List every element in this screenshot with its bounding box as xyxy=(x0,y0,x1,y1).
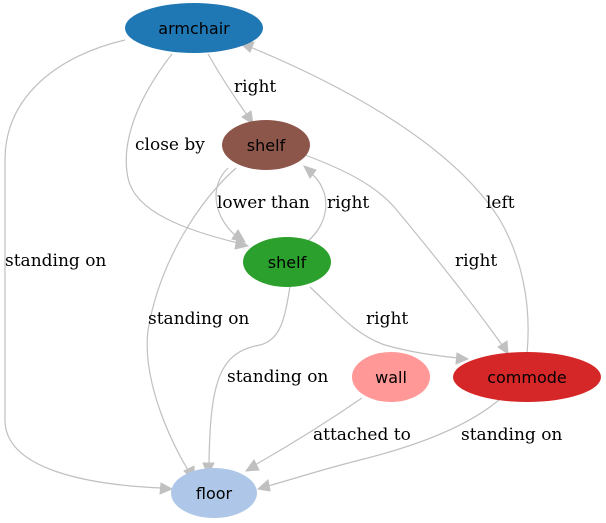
edge-shelf-brown-shelf-green: lower than xyxy=(215,167,310,243)
edge-label-lower-than: lower than xyxy=(217,193,310,213)
edge-line xyxy=(249,46,529,355)
arrowhead xyxy=(497,340,509,356)
edge-label-right: right xyxy=(327,193,369,213)
edge-label-left: left xyxy=(486,193,515,213)
node-label: shelf xyxy=(247,136,286,155)
edge-label-standing-on: standing on xyxy=(461,425,562,445)
node-shelf-brown: shelf xyxy=(222,120,310,170)
node-label: commode xyxy=(487,368,567,387)
edge-line xyxy=(215,167,237,237)
node-label: floor xyxy=(196,484,233,503)
edge-wall-floor: attached to xyxy=(244,397,411,472)
edge-line xyxy=(207,53,248,116)
edge-label-right: right xyxy=(366,309,408,329)
arrowhead xyxy=(241,110,254,126)
edge-armchair-floor: standing on xyxy=(4,39,174,495)
arrowhead xyxy=(159,482,174,495)
node-shape xyxy=(352,352,430,402)
arrowhead xyxy=(231,229,247,243)
edge-shelf-green-shelf-brown: right xyxy=(303,165,369,242)
edge-armchair-shelf-brown: right xyxy=(207,53,276,126)
edge-line xyxy=(125,53,239,244)
node-floor: floor xyxy=(171,468,257,518)
edge-label-close-by: close by xyxy=(135,135,205,155)
edge-shelf-green-commode: right xyxy=(309,286,470,365)
edge-line xyxy=(267,398,501,487)
nodes: armchair shelf shelf wall commode floor xyxy=(125,3,601,518)
edge-line xyxy=(4,39,163,489)
edge-line xyxy=(208,285,291,466)
node-commode: commode xyxy=(453,352,601,402)
arrowhead xyxy=(244,459,260,472)
node-shape xyxy=(453,352,601,402)
node-shape xyxy=(171,468,257,518)
edge-commode-armchair: left xyxy=(238,41,529,355)
edge-label-standing-on: standing on xyxy=(148,309,249,329)
node-shelf-green: shelf xyxy=(243,237,331,287)
edge-line xyxy=(146,167,237,471)
node-label: shelf xyxy=(268,253,307,272)
node-shape xyxy=(125,3,263,53)
edge-label-right: right xyxy=(234,77,276,97)
arrowhead xyxy=(256,479,271,492)
edge-line xyxy=(254,397,363,466)
edge-label-standing-on: standing on xyxy=(5,251,106,271)
arrowhead xyxy=(455,352,470,365)
node-label: wall xyxy=(375,368,407,387)
node-armchair: armchair xyxy=(125,3,263,53)
node-wall: wall xyxy=(352,352,430,402)
edge-line xyxy=(309,286,459,359)
edges: standing on close by right lower than ri… xyxy=(4,39,562,495)
arrowhead xyxy=(303,165,317,179)
edge-shelf-brown-floor: standing on xyxy=(146,167,249,482)
edge-shelf-brown-commode: right xyxy=(304,154,509,356)
node-shape xyxy=(243,237,331,287)
edge-commode-floor: standing on xyxy=(256,398,562,492)
edge-line xyxy=(307,173,327,242)
edge-label-standing-on: standing on xyxy=(227,367,328,387)
node-label: armchair xyxy=(158,19,230,38)
node-shape xyxy=(222,120,310,170)
edge-line xyxy=(304,154,503,346)
edge-label-attached-to: attached to xyxy=(313,425,411,445)
edge-label-right: right xyxy=(455,251,497,271)
